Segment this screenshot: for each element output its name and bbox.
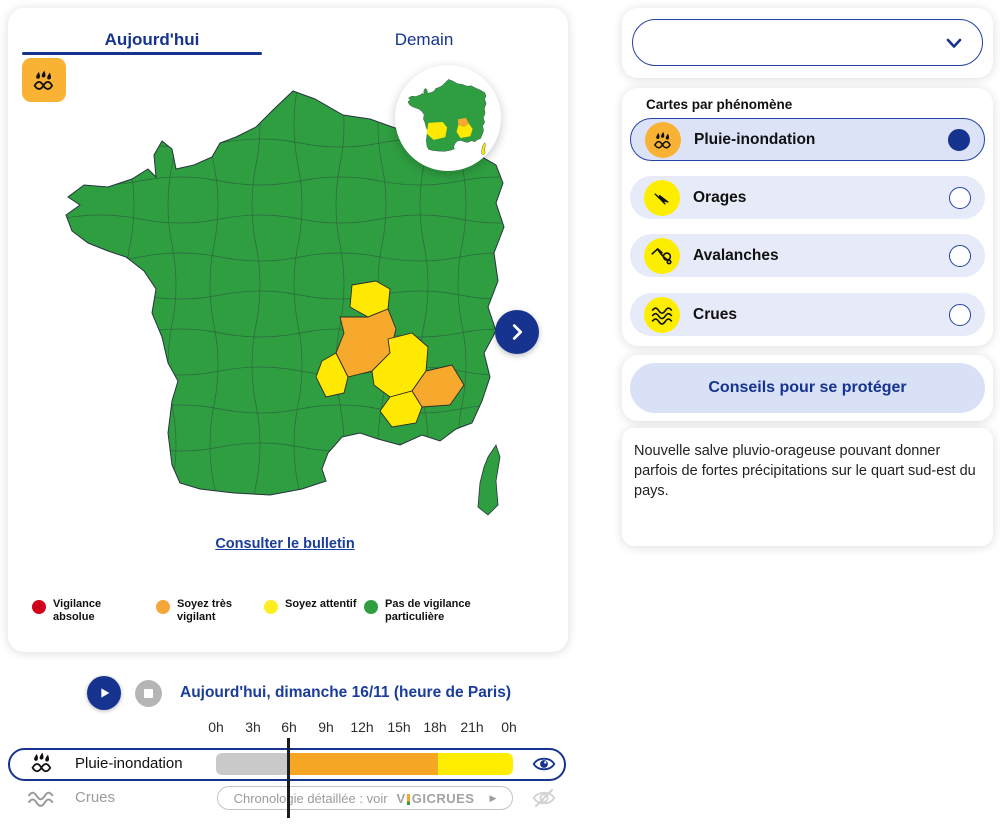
timeline-bar-segment [289,753,438,775]
hour-tick: 0h [501,719,517,735]
legend-item: Soyez attentif [264,598,357,614]
situation-description-card: Nouvelle salve pluvio-orageuse pouvant d… [622,428,993,546]
rain-flood-icon [22,58,66,102]
timeline-bar-segment [216,753,290,775]
tab-today[interactable]: Aujourd'hui [104,30,200,49]
active-tab-underline [22,52,262,55]
vigicrues-chronology-button[interactable]: Chronologie détaillée : voir V GICRUES ▶ [217,786,513,810]
hour-tick: 6h [281,719,297,735]
hour-tick: 0h [208,719,224,735]
tab-tomorrow[interactable]: Demain [394,30,454,49]
orange-level-dot [156,600,170,614]
green-level-dot [364,600,378,614]
pluie-timeline-bar [216,753,513,775]
france-vigilance-map[interactable] [55,85,525,525]
map-card: Aujourd'hui Demain [8,8,568,652]
radio-orages[interactable] [949,186,971,209]
visibility-on-button[interactable] [531,751,557,777]
next-map-button[interactable] [495,310,539,354]
zone-select-card [622,8,993,78]
stop-button[interactable] [135,680,162,707]
timeline-playhead-cursor[interactable] [287,738,290,818]
zone-select[interactable] [632,19,983,66]
radio-avalanches[interactable] [949,244,971,267]
radio-pluie-inondation[interactable] [948,128,970,151]
visibility-off-button[interactable] [531,785,557,811]
hour-tick: 3h [245,719,261,735]
yellow-level-dot [264,600,278,614]
radio-crues[interactable] [949,303,971,326]
vigicrues-logo: V GICRUES [396,790,475,806]
storm-icon [644,179,680,216]
rain-flood-icon [31,752,52,773]
waves-icon [27,791,54,807]
phenomenon-item-orages[interactable]: Orages [630,176,985,219]
legend-item: Vigilance absolue [32,598,145,624]
situation-description: Nouvelle salve pluvio-orageuse pouvant d… [634,443,976,499]
arrow-right-icon: ▶ [489,792,497,803]
timeline-bar-segment [437,753,513,775]
legend-item: Pas de vigilance particulière [364,598,477,624]
avalanche-icon [644,237,680,274]
legend-item: Soyez très vigilant [156,598,269,624]
mini-map-inset [395,65,501,171]
chevron-right-icon [512,324,523,340]
eye-icon [532,757,556,771]
crues-row-label: Crues [75,789,116,806]
corsica [477,444,501,516]
chevron-down-icon [946,38,962,48]
phenomenon-item-pluie-inondation[interactable]: Pluie-inondation [630,118,985,161]
red-level-dot [32,600,46,614]
phenomenon-item-avalanches[interactable]: Avalanches [630,234,985,277]
phenomena-section-title: Cartes par phénomène [646,97,793,112]
pluie-row-label: Pluie-inondation [75,755,183,772]
stop-icon [144,689,153,698]
timeline-date-label: Aujourd'hui, dimanche 16/11 (heure de Pa… [180,684,511,701]
hour-tick: 18h [423,719,447,735]
protection-advice-button[interactable]: Conseils pour se protéger [630,363,985,413]
hour-tick: 9h [318,719,334,735]
flood-wave-icon [644,296,680,333]
vigicrues-lighthouse-glyph [407,793,411,805]
bulletin-link[interactable]: Consulter le bulletin [215,536,355,552]
alert-departments [315,280,465,428]
rain-flood-icon [645,121,681,158]
phenomenon-item-crues[interactable]: Crues [630,293,985,336]
eye-slash-icon [532,788,556,808]
hour-tick: 15h [387,719,411,735]
play-button[interactable] [87,676,121,710]
map-legend: Vigilance absolue Soyez très vigilant So… [8,598,568,638]
phenomena-card: Cartes par phénomène Pluie-inondation Or… [622,88,993,346]
play-icon [101,688,110,698]
hour-tick: 21h [460,719,484,735]
advice-card: Conseils pour se protéger [622,355,993,421]
hour-tick: 12h [350,719,374,735]
